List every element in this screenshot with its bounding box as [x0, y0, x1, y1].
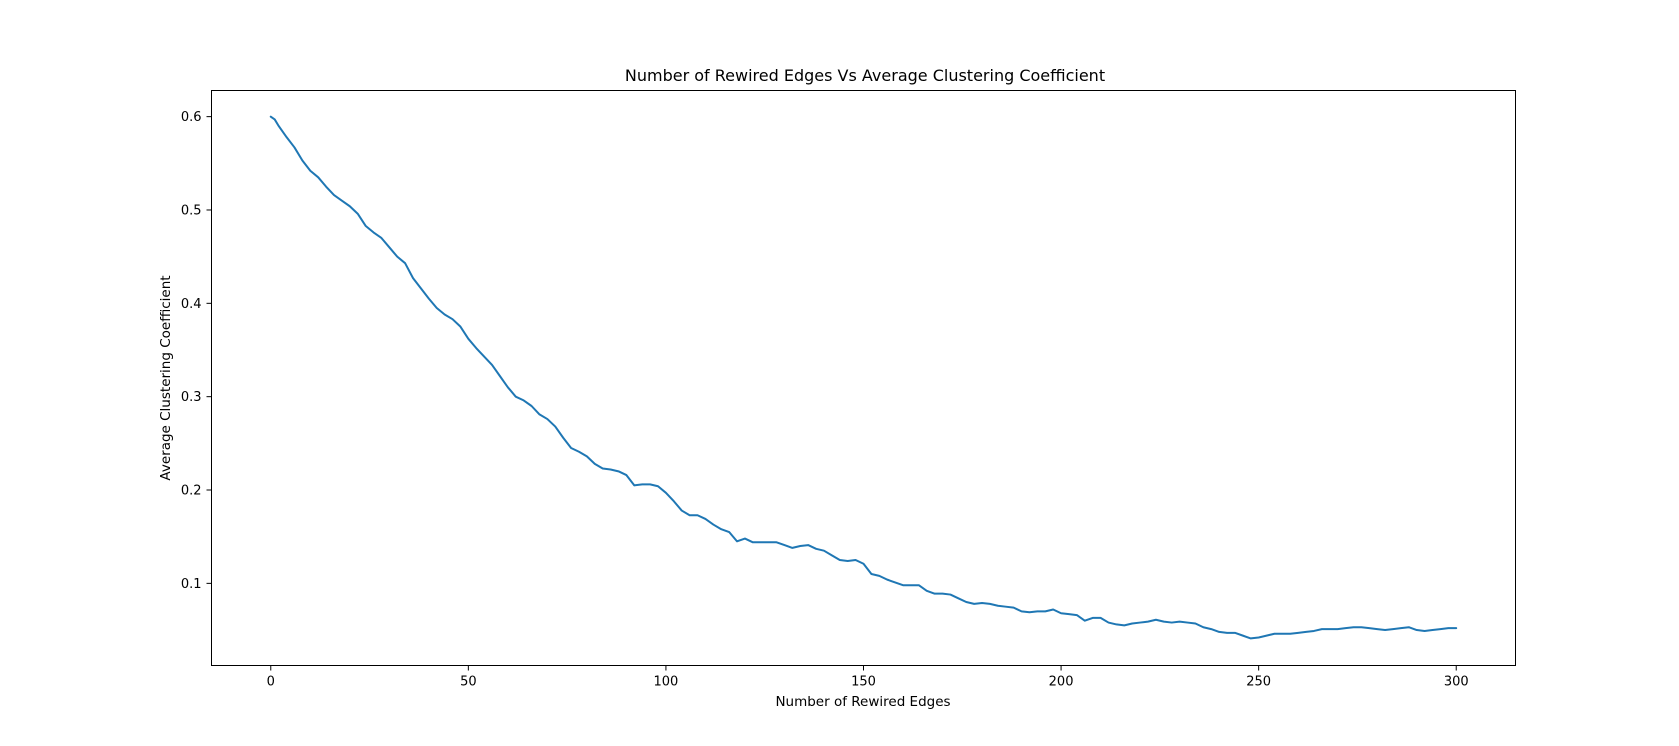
y-axis: 0.1 0.2 0.3 0.4 0.5 0.6	[181, 110, 212, 592]
x-tick-label: 300	[1444, 675, 1469, 690]
x-axis: 0 50 100 150 200 250 300	[267, 665, 1469, 690]
y-tick-label: 0.6	[181, 110, 202, 125]
y-tick-label: 0.2	[181, 484, 202, 499]
plot-area: 0 50 100 150 200 250 300 0.1 0.2 0.3 0.4 0.5 0.6	[181, 90, 1516, 690]
series-line	[269, 115, 1458, 640]
plot-frame	[211, 90, 1516, 666]
y-axis-label: Average Clustering Coefficient	[158, 275, 174, 480]
x-tick-label: 150	[851, 675, 876, 690]
x-axis-label: Number of Rewired Edges	[775, 694, 950, 710]
y-tick-label: 0.1	[181, 577, 202, 592]
x-tick-label: 100	[654, 675, 679, 690]
chart-title: Number of Rewired Edges Vs Average Clust…	[625, 66, 1105, 85]
series-layer	[269, 115, 1458, 640]
y-tick-label: 0.3	[181, 390, 202, 405]
y-tick-label: 0.4	[181, 297, 202, 312]
x-tick-label: 250	[1246, 675, 1271, 690]
y-tick-label: 0.5	[181, 203, 202, 218]
x-tick-label: 200	[1049, 675, 1074, 690]
x-tick-label: 50	[460, 675, 477, 690]
x-tick-label: 0	[267, 675, 275, 690]
